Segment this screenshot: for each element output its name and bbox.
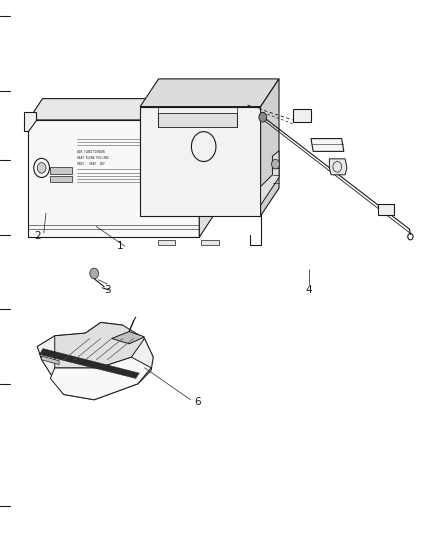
Polygon shape bbox=[50, 167, 72, 174]
Polygon shape bbox=[28, 99, 213, 120]
Polygon shape bbox=[42, 356, 59, 365]
Polygon shape bbox=[378, 204, 394, 215]
Polygon shape bbox=[158, 240, 175, 245]
Polygon shape bbox=[37, 322, 153, 400]
Polygon shape bbox=[50, 176, 72, 182]
Polygon shape bbox=[201, 240, 219, 245]
Text: AIR CONDITIONING: AIR CONDITIONING bbox=[77, 150, 105, 154]
Polygon shape bbox=[28, 120, 199, 237]
Text: 3: 3 bbox=[104, 286, 111, 295]
Polygon shape bbox=[24, 112, 36, 131]
Polygon shape bbox=[158, 113, 237, 127]
Polygon shape bbox=[261, 79, 279, 216]
Circle shape bbox=[37, 163, 46, 173]
Polygon shape bbox=[184, 105, 202, 120]
Polygon shape bbox=[329, 159, 347, 175]
Circle shape bbox=[259, 112, 267, 122]
Text: 1: 1 bbox=[117, 241, 124, 251]
Polygon shape bbox=[293, 109, 311, 122]
Circle shape bbox=[90, 268, 99, 279]
Polygon shape bbox=[261, 151, 279, 205]
Polygon shape bbox=[311, 139, 344, 151]
Text: 4: 4 bbox=[305, 286, 312, 295]
Polygon shape bbox=[140, 107, 261, 216]
Text: VENT   HEAT  DEF: VENT HEAT DEF bbox=[77, 162, 105, 166]
Polygon shape bbox=[199, 99, 213, 237]
Text: 6: 6 bbox=[194, 398, 201, 407]
Polygon shape bbox=[55, 322, 145, 368]
Polygon shape bbox=[140, 79, 279, 107]
Text: 2: 2 bbox=[34, 231, 41, 240]
Polygon shape bbox=[112, 332, 145, 344]
Text: HEAT BLEND PULLING: HEAT BLEND PULLING bbox=[77, 156, 108, 160]
Polygon shape bbox=[39, 349, 139, 378]
Circle shape bbox=[272, 159, 279, 169]
Polygon shape bbox=[50, 357, 151, 400]
